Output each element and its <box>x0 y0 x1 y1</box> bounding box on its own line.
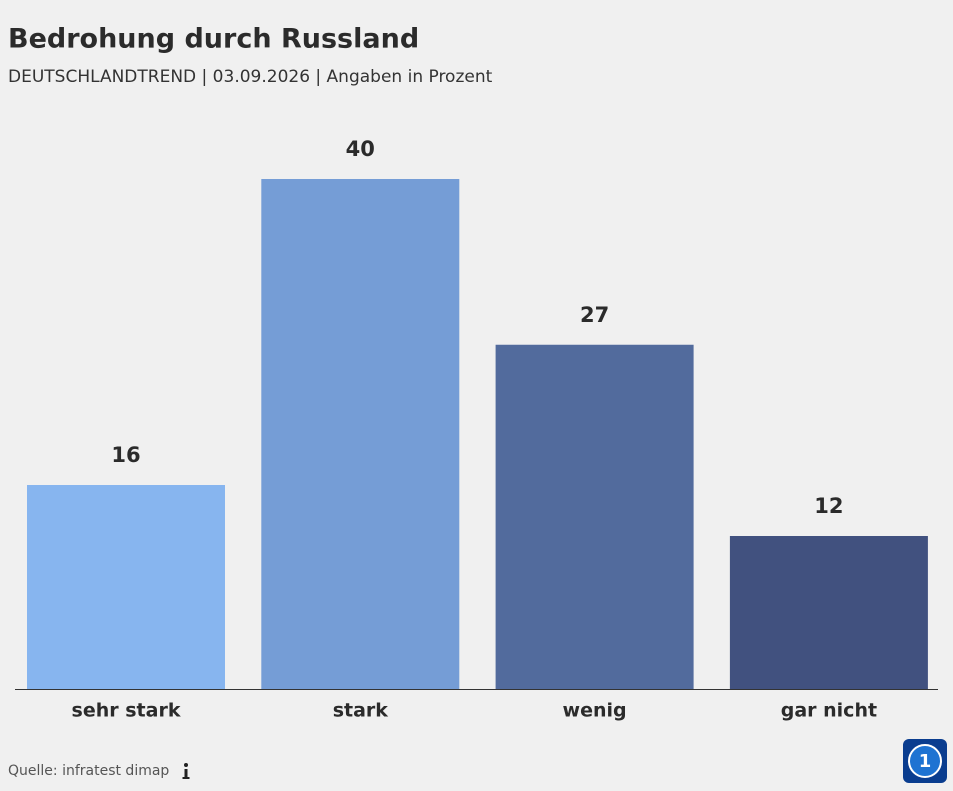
x-tick-label: gar nicht <box>781 700 877 722</box>
x-tick-label: sehr stark <box>72 700 181 722</box>
bar <box>729 536 928 689</box>
x-tick-label: wenig <box>563 700 627 722</box>
source: Quelle: infratest dimap <box>8 763 169 779</box>
chart-subtitle: DEUTSCHLANDTREND | 03.09.2026 | Angaben … <box>8 67 493 87</box>
value-label: 16 <box>111 443 140 467</box>
value-label: 40 <box>346 137 375 161</box>
x-tick-label: stark <box>333 700 389 722</box>
bar <box>27 485 225 689</box>
logo: 1 <box>903 739 947 783</box>
value-label: 27 <box>580 303 609 327</box>
chart-title: Bedrohung durch Russland <box>8 24 419 55</box>
value-label: 12 <box>814 494 843 518</box>
bar <box>261 179 460 689</box>
svg-text:1: 1 <box>919 751 932 772</box>
info-icon[interactable] <box>182 763 190 779</box>
bar <box>495 344 694 689</box>
